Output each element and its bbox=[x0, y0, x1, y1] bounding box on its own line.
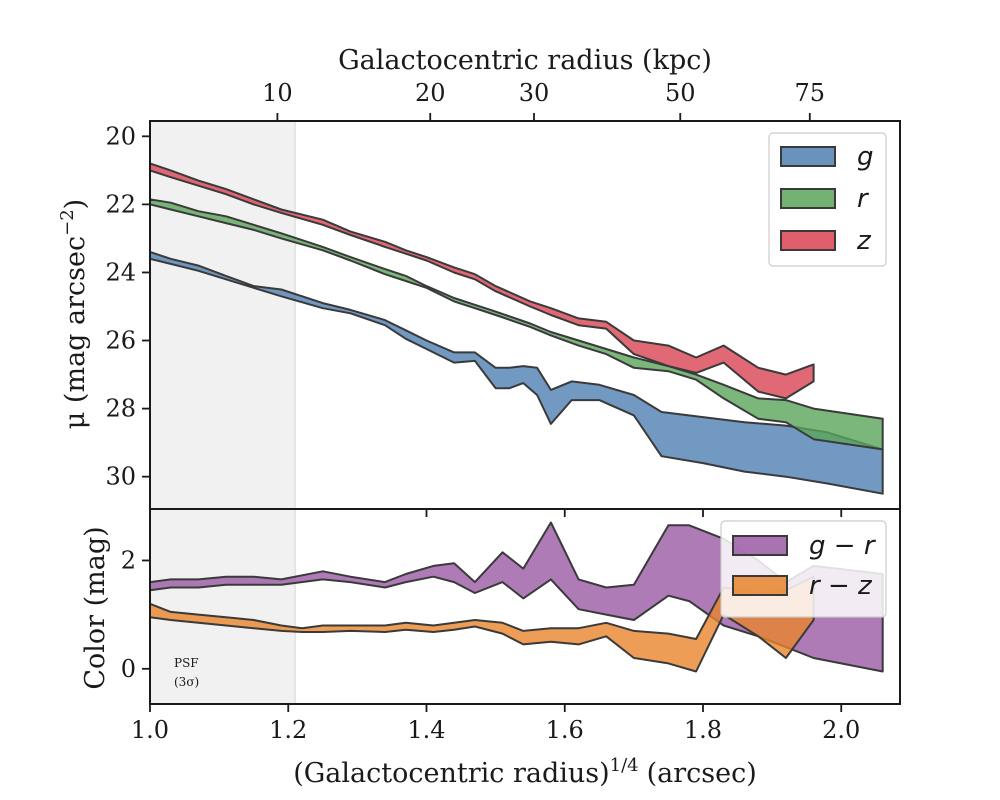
bottom-y-tick-label: 2 bbox=[121, 546, 136, 574]
x-tick-label: 1.8 bbox=[684, 716, 722, 744]
x-tick-label: 1.4 bbox=[407, 716, 445, 744]
top-legend-label-r: r bbox=[857, 184, 870, 214]
top-psf-shaded-region bbox=[150, 121, 296, 509]
x-tick-label: 1.2 bbox=[269, 716, 307, 744]
top-panel-y-axis-title: μ (mag arcsec−2) bbox=[57, 199, 91, 429]
bottom-y-tick-label: 0 bbox=[121, 655, 136, 683]
top-band-r bbox=[150, 198, 884, 451]
bottom-panel-frame bbox=[149, 508, 901, 705]
bottom-psf-shaded-region bbox=[150, 509, 296, 704]
bottom-axis-title-main: (Galactocentric radius) bbox=[293, 758, 609, 789]
psf-label: PSF bbox=[174, 656, 199, 670]
top-panel-y-axis-title-exponent: −2 bbox=[57, 209, 78, 236]
top-legend-label-g: g bbox=[857, 142, 874, 172]
top-legend: grz bbox=[768, 132, 887, 267]
bottom-axis-title: (Galactocentric radius)1/4 (arcsec) bbox=[293, 755, 757, 789]
top-band-z bbox=[150, 162, 815, 400]
top-x-tick-label: 10 bbox=[262, 79, 293, 107]
x-tick-label: 1.6 bbox=[546, 716, 584, 744]
top-x-tick-label: 30 bbox=[519, 79, 550, 107]
top-y-tick-label: 26 bbox=[105, 327, 136, 355]
top-panel-y-axis-title-main: μ (mag arcsec bbox=[60, 236, 91, 429]
top-y-tick-label: 20 bbox=[105, 122, 136, 150]
top-panel-plot-area bbox=[150, 121, 884, 509]
bottom-legend-label-g-r: g − r bbox=[809, 531, 877, 561]
bottom-axis-title-exponent: 1/4 bbox=[610, 755, 639, 776]
top-x-tick-label: 50 bbox=[665, 79, 696, 107]
top-y-tick-label: 28 bbox=[105, 395, 136, 423]
bottom-band-r-z bbox=[150, 575, 815, 673]
top-x-tick-label: 75 bbox=[795, 79, 826, 107]
x-tick-label: 1.0 bbox=[131, 716, 169, 744]
top-y-tick-label: 30 bbox=[105, 463, 136, 491]
color-panel: 0 2 1.0 1.2 1.4 1.6 1.8 2.0 PSF (3σ) g − r r − z bbox=[121, 508, 901, 744]
bottom-panel-plot-area bbox=[150, 509, 884, 704]
bottom-axis-title-unit: (arcsec) bbox=[647, 758, 757, 789]
top-y-tick-label: 22 bbox=[105, 190, 136, 218]
top-axis-title: Galactocentric radius (kpc) bbox=[338, 45, 712, 76]
bottom-legend-label-r-z: r − z bbox=[809, 571, 873, 601]
bottom-band-g-r bbox=[150, 521, 884, 673]
top-band-g bbox=[150, 251, 884, 495]
bottom-legend-swatch-g-r bbox=[732, 535, 788, 556]
bottom-legend: g − r r − z bbox=[720, 520, 887, 618]
top-x-tick-label: 20 bbox=[415, 79, 446, 107]
top-legend-label-z: z bbox=[856, 226, 872, 256]
surface-brightness-panel: 20 22 24 26 28 30 10 20 30 50 75 grz bbox=[105, 79, 901, 517]
top-y-tick-label: 24 bbox=[105, 258, 136, 286]
bottom-legend-swatch-r-z bbox=[732, 575, 788, 596]
x-tick-label: 2.0 bbox=[822, 716, 860, 744]
top-legend-swatch-r bbox=[780, 188, 836, 209]
top-legend-swatch-z bbox=[780, 230, 836, 251]
top-panel-y-axis-title-close: ) bbox=[60, 199, 91, 210]
top-legend-swatch-g bbox=[780, 146, 836, 167]
psf-sigma-label: (3σ) bbox=[174, 675, 199, 689]
bottom-panel-y-axis-title: Color (mag) bbox=[80, 526, 111, 689]
